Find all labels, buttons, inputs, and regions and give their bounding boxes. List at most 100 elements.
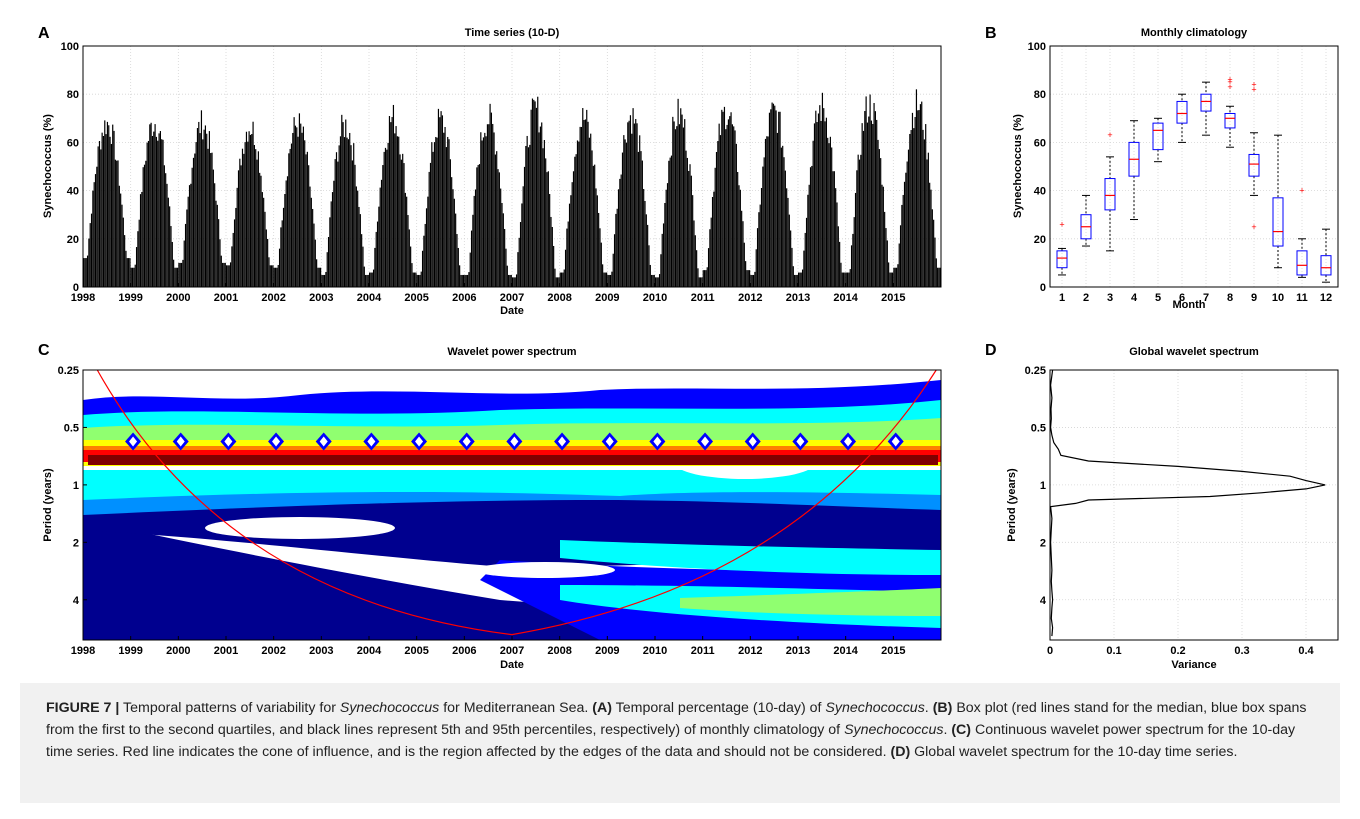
- x-tick-label: 1999: [118, 292, 142, 304]
- bar: [590, 133, 592, 287]
- bar: [707, 248, 710, 287]
- bar: [429, 162, 432, 287]
- y-tick-label: 0.5: [1031, 422, 1046, 434]
- bar: [211, 152, 213, 287]
- figure-caption: FIGURE 7 | Temporal patterns of variabil…: [20, 683, 1340, 803]
- bar: [105, 134, 107, 287]
- bar: [510, 274, 512, 287]
- bar: [305, 154, 307, 287]
- bar: [825, 117, 827, 287]
- y-tick-label: 60: [67, 137, 79, 149]
- bar: [138, 219, 140, 287]
- bar: [735, 143, 737, 287]
- box: [1296, 250, 1308, 276]
- bar: [109, 136, 111, 287]
- bar: [819, 105, 821, 287]
- bar: [100, 149, 102, 287]
- bar: [725, 129, 727, 287]
- bar: [543, 140, 545, 287]
- bar: [161, 139, 163, 287]
- bar: [864, 111, 866, 287]
- x-tick-label: 2002: [261, 645, 285, 657]
- bar: [705, 270, 707, 287]
- bar: [390, 122, 392, 287]
- bar: [698, 277, 700, 287]
- bar: [829, 136, 831, 287]
- panel-a-ylabel: Synechococcus (%): [42, 114, 54, 218]
- x-tick-label: 2: [1083, 292, 1089, 304]
- bar: [243, 153, 245, 287]
- bar: [133, 267, 135, 287]
- bar: [525, 145, 527, 287]
- bar: [870, 120, 873, 287]
- bar: [482, 137, 485, 287]
- bar: [481, 140, 483, 287]
- bar: [643, 188, 645, 287]
- x-tick-label: 2013: [786, 292, 810, 304]
- bar: [677, 98, 679, 287]
- bar: [149, 124, 151, 287]
- bar: [560, 272, 563, 287]
- x-tick-label: 0: [1047, 645, 1053, 657]
- bar: [700, 277, 702, 287]
- bar: [878, 149, 880, 287]
- bar: [882, 186, 884, 287]
- bar: [322, 274, 324, 287]
- bar: [376, 221, 379, 287]
- bar: [472, 214, 474, 287]
- box: [1224, 112, 1236, 129]
- bar: [612, 253, 614, 287]
- bar: [506, 265, 508, 287]
- bar: [803, 250, 805, 287]
- bar: [200, 110, 203, 287]
- bar: [661, 233, 663, 287]
- bar: [188, 185, 191, 287]
- bar: [526, 135, 528, 287]
- bar: [398, 136, 400, 287]
- bar: [104, 120, 106, 287]
- bar: [402, 153, 404, 287]
- bar: [689, 164, 691, 287]
- bar: [204, 125, 207, 287]
- bar: [289, 148, 291, 287]
- bar: [750, 274, 752, 287]
- bar: [199, 133, 201, 287]
- bar: [895, 267, 898, 287]
- bar: [889, 272, 891, 287]
- bar: [926, 159, 928, 287]
- bar: [872, 123, 874, 287]
- outlier-marker: +: [1059, 219, 1064, 229]
- bar: [179, 262, 181, 287]
- bar: [83, 258, 85, 287]
- x-tick-label: 8: [1227, 292, 1233, 304]
- panel-a-xlabel: Date: [500, 305, 524, 317]
- x-tick-label: 2009: [595, 292, 619, 304]
- bar: [280, 227, 282, 287]
- bar: [579, 126, 581, 287]
- bar: [240, 165, 242, 287]
- wavelet-feature: [844, 436, 853, 447]
- bar: [378, 206, 380, 287]
- bar: [97, 146, 99, 287]
- bar: [832, 171, 834, 287]
- bar: [537, 96, 539, 287]
- bar: [215, 200, 217, 287]
- bar: [88, 238, 90, 287]
- bar: [869, 94, 871, 287]
- bar: [595, 188, 597, 287]
- caption-text: .: [924, 700, 933, 716]
- bar: [897, 264, 899, 287]
- wavelet-feature: [748, 436, 757, 447]
- wavelet-hole: [300, 370, 361, 385]
- bar: [709, 229, 711, 287]
- bar: [147, 140, 150, 287]
- bar: [513, 277, 515, 287]
- bar: [760, 188, 763, 287]
- bar: [805, 217, 808, 287]
- bar: [128, 258, 130, 287]
- bar: [126, 258, 128, 287]
- bar: [890, 272, 892, 287]
- bar: [752, 274, 755, 287]
- bar: [907, 149, 910, 287]
- caption-text: Temporal patterns of variability for: [119, 700, 340, 716]
